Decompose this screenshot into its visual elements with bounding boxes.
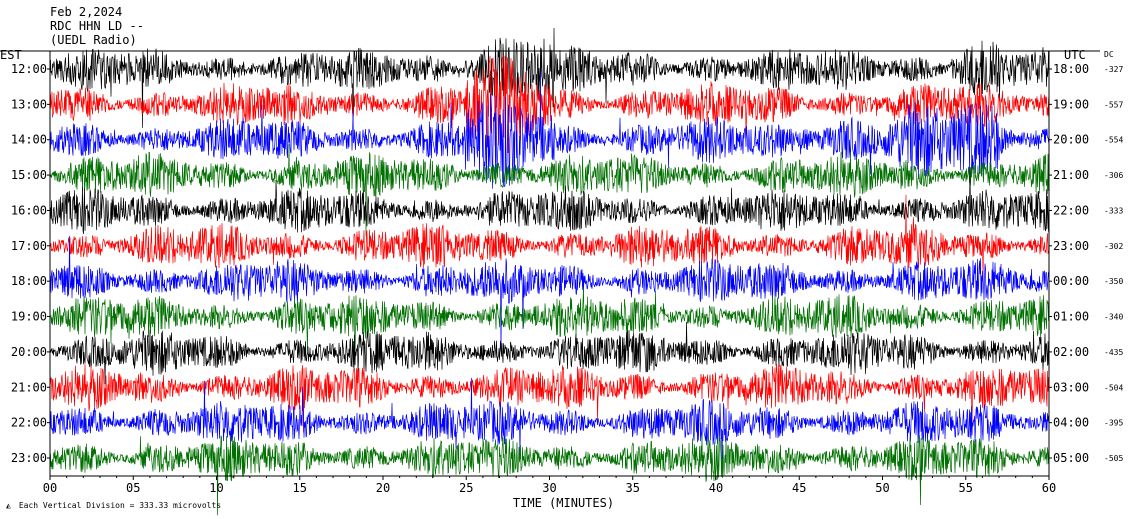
est-label: 17:00 bbox=[11, 239, 47, 253]
utc-label: 00:00 bbox=[1053, 274, 1089, 288]
trace-1 bbox=[49, 27, 1050, 128]
utc-label: 02:00 bbox=[1053, 345, 1089, 359]
x-tick-label: 50 bbox=[875, 481, 889, 495]
utc-label: 03:00 bbox=[1053, 380, 1089, 394]
x-tick-label: 60 bbox=[1042, 481, 1056, 495]
trace-9 bbox=[49, 321, 1050, 385]
utc-label: 21:00 bbox=[1053, 168, 1089, 182]
x-tick-label: 00 bbox=[43, 481, 57, 495]
dc-value: -340 bbox=[1104, 313, 1123, 322]
dc-value: -306 bbox=[1104, 171, 1123, 180]
x-tick-label: 30 bbox=[542, 481, 556, 495]
est-label: 13:00 bbox=[11, 97, 47, 111]
utc-label: 05:00 bbox=[1053, 451, 1089, 465]
axis-labels: 12:00 18:00 -327 13:00 19:00 -557 14:00 20:00 -5… bbox=[0, 48, 1123, 510]
dc-value: -333 bbox=[1104, 206, 1123, 215]
x-tick-label: 05 bbox=[126, 481, 140, 495]
dc-value: -350 bbox=[1104, 277, 1123, 286]
est-label: 19:00 bbox=[11, 310, 47, 324]
trace-12 bbox=[49, 434, 1050, 516]
x-tick-label: 55 bbox=[959, 481, 973, 495]
dc-axis-title: DC bbox=[1104, 50, 1114, 59]
utc-label: 04:00 bbox=[1053, 416, 1089, 430]
utc-label: 20:00 bbox=[1053, 133, 1089, 147]
x-tick-label: 40 bbox=[709, 481, 723, 495]
station-label: RDC HHN LD -- bbox=[50, 19, 144, 33]
logo-icon: ◭ bbox=[6, 501, 11, 510]
utc-axis-title: UTC bbox=[1064, 48, 1086, 62]
est-label: 18:00 bbox=[11, 274, 47, 288]
trace-8 bbox=[49, 287, 1050, 365]
dc-value: -302 bbox=[1104, 242, 1123, 251]
x-tick-label: 25 bbox=[459, 481, 473, 495]
trace-5 bbox=[49, 167, 1050, 235]
utc-label: 18:00 bbox=[1053, 62, 1089, 76]
dc-value: -554 bbox=[1104, 136, 1123, 145]
chart-date: Feb 2,2024 bbox=[50, 5, 123, 19]
x-tick-label: 35 bbox=[626, 481, 640, 495]
utc-label: 01:00 bbox=[1053, 310, 1089, 324]
est-label: 12:00 bbox=[11, 62, 47, 76]
trace-4 bbox=[49, 143, 1050, 237]
trace-6 bbox=[49, 194, 1050, 282]
dc-value: -435 bbox=[1104, 348, 1123, 357]
est-label: 22:00 bbox=[11, 416, 47, 430]
utc-label: 22:00 bbox=[1053, 203, 1089, 217]
dc-value: -505 bbox=[1104, 454, 1123, 463]
est-label: 16:00 bbox=[11, 203, 47, 217]
dc-value: -327 bbox=[1104, 65, 1123, 74]
dc-value: -395 bbox=[1104, 419, 1123, 428]
est-label: 21:00 bbox=[11, 380, 47, 394]
network-label: (UEDL Radio) bbox=[50, 33, 137, 47]
est-label: 15:00 bbox=[11, 168, 47, 182]
est-label: 14:00 bbox=[11, 133, 47, 147]
utc-label: 19:00 bbox=[1053, 97, 1089, 111]
x-tick-label: 10 bbox=[209, 481, 223, 495]
seismic-traces bbox=[49, 27, 1050, 516]
x-tick-label: 45 bbox=[792, 481, 806, 495]
x-tick-label: 20 bbox=[376, 481, 390, 495]
trace-3 bbox=[49, 71, 1050, 189]
est-label: 20:00 bbox=[11, 345, 47, 359]
dc-value: -557 bbox=[1104, 100, 1123, 109]
utc-label: 23:00 bbox=[1053, 239, 1089, 253]
trace-10 bbox=[49, 363, 1050, 433]
trace-7 bbox=[49, 235, 1050, 352]
est-label: 23:00 bbox=[11, 451, 47, 465]
x-tick-label: 15 bbox=[293, 481, 307, 495]
est-axis-title: EST bbox=[0, 48, 22, 62]
x-axis-title: TIME (MINUTES) bbox=[513, 496, 614, 510]
trace-2 bbox=[49, 55, 1050, 153]
plot-frame bbox=[0, 50, 1100, 480]
scale-note: ◭ Each Vertical Division = 333.33 microvo… bbox=[6, 501, 221, 510]
dc-value: -504 bbox=[1104, 383, 1123, 392]
trace-11 bbox=[49, 377, 1050, 471]
scale-note-text: Each Vertical Division = 333.33 microvol… bbox=[18, 501, 222, 510]
